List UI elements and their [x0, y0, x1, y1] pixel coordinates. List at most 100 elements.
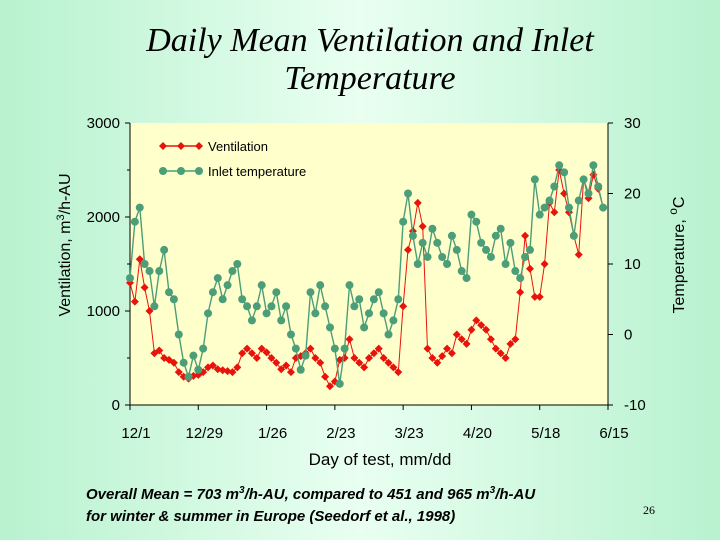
- inlet-temperature-point: [506, 238, 515, 247]
- inlet-temperature-point: [594, 182, 603, 191]
- ventilation-point: [384, 358, 393, 367]
- ventilation-point: [516, 288, 525, 297]
- ventilation-point: [452, 330, 461, 339]
- legend: Ventilation Inlet temperature: [159, 139, 306, 179]
- ventilation-point: [443, 344, 452, 353]
- legend-marker: [177, 167, 185, 175]
- inlet-temperature-point: [564, 203, 573, 212]
- inlet-temperature-point: [482, 245, 491, 254]
- x-axis-label: Day of test, mm/dd: [308, 450, 452, 469]
- inlet-temperature-point: [540, 203, 549, 212]
- inlet-temperature-point: [282, 302, 291, 311]
- y-left-tick-label: 2000: [87, 209, 120, 226]
- inlet-temperature-point: [389, 316, 398, 325]
- ventilation-point: [550, 208, 559, 217]
- ventilation-point: [506, 339, 515, 348]
- ventilation-point: [345, 335, 354, 344]
- inlet-temperature-point: [130, 217, 139, 226]
- ventilation-point: [316, 358, 325, 367]
- x-tick-label: 12/29: [186, 425, 224, 442]
- y-right-tick-label: 20: [624, 186, 641, 203]
- ventilation-point: [140, 283, 149, 292]
- ventilation-point: [174, 368, 183, 377]
- note-line1-mid: /h-AU, compared to 451 and 965 m: [244, 486, 490, 503]
- ventilation-point: [477, 321, 486, 330]
- y-left-tick-label: 0: [112, 397, 120, 414]
- ventilation-point: [389, 363, 398, 372]
- note-line1-post: /h-AU: [495, 486, 536, 503]
- inlet-temperature-point: [428, 224, 437, 233]
- inlet-temperature-point: [374, 288, 383, 297]
- inlet-temperature-point: [521, 252, 530, 261]
- ventilation-point: [457, 335, 466, 344]
- inlet-temperature-point: [413, 260, 422, 268]
- legend-marker: [195, 142, 203, 150]
- y-left-tick-label: 1000: [87, 303, 120, 320]
- legend-marker: [177, 142, 185, 150]
- inlet-temperature-point: [423, 252, 432, 261]
- inlet-temperature-point: [165, 288, 174, 297]
- inlet-temperature-point: [511, 267, 520, 276]
- ventilation-point: [238, 349, 247, 358]
- ventilation-point: [311, 354, 320, 362]
- inlet-temperature-point: [369, 295, 378, 304]
- inlet-temperature-point: [525, 245, 534, 254]
- inlet-temperature-point: [535, 210, 544, 219]
- ventilation-point: [418, 222, 427, 231]
- ventilation-point: [355, 358, 364, 367]
- ventilation-point: [252, 354, 261, 362]
- ventilation-point: [374, 344, 383, 353]
- ventilation-point: [321, 372, 330, 381]
- inlet-temperature-point: [574, 196, 583, 205]
- inlet-temperature-point: [560, 168, 569, 177]
- inlet-temperature-point: [213, 274, 222, 283]
- slide-title-line2: Temperature: [284, 60, 456, 97]
- ventilation-point: [325, 382, 334, 391]
- ventilation-point: [521, 231, 530, 240]
- ventilation-point: [257, 344, 266, 353]
- ventilation-point: [467, 325, 476, 334]
- x-tick-label: 3/23: [395, 425, 424, 442]
- ventilation-point: [472, 316, 481, 325]
- y-right-axis-label: Temperature, oC: [666, 197, 688, 314]
- inlet-temperature-point: [467, 210, 476, 219]
- inlet-temperature-point: [350, 302, 359, 311]
- inlet-temperature-point: [145, 267, 154, 276]
- ventilation-point: [399, 302, 408, 311]
- ventilation-point: [369, 349, 378, 358]
- ventilation-point: [379, 354, 388, 362]
- y-right-tick-label: 30: [624, 115, 641, 132]
- inlet-temperature-point: [516, 274, 525, 283]
- ventilation-point: [540, 260, 549, 268]
- summary-note: Overall Mean = 703 m3/h-AU, compared to …: [86, 480, 646, 528]
- inlet-temperature-point: [486, 252, 495, 261]
- inlet-temperature-point: [140, 260, 149, 268]
- ventilation-point: [428, 354, 437, 362]
- inlet-temperature-point: [311, 309, 320, 318]
- legend-marker: [195, 167, 203, 175]
- inlet-temperature-point: [569, 231, 578, 240]
- ventilation-point: [482, 325, 491, 334]
- inlet-temperature-point: [491, 231, 500, 240]
- inlet-temperature-point: [257, 281, 266, 290]
- inlet-temperature-point: [135, 203, 144, 212]
- ventilation-point: [267, 354, 276, 362]
- inlet-temperature-point: [189, 351, 198, 360]
- inlet-temperature-point: [404, 189, 413, 198]
- inlet-temperature-point: [330, 344, 339, 353]
- inlet-temperature-point: [126, 274, 134, 283]
- ventilation-point: [360, 363, 369, 372]
- ventilation-point: [530, 292, 539, 301]
- ventilation-point: [306, 344, 315, 353]
- inlet-temperature-point: [418, 238, 427, 247]
- inlet-temperature-point: [355, 295, 364, 304]
- ventilation-point: [169, 358, 178, 367]
- inlet-temperature-point: [477, 238, 486, 247]
- ventilation-point: [438, 352, 447, 361]
- ventilation-point: [404, 245, 413, 254]
- ventilation-point: [491, 344, 500, 353]
- inlet-temperature-point: [277, 316, 286, 325]
- inlet-temperature-point: [150, 302, 159, 311]
- inlet-temperature-point: [384, 330, 393, 339]
